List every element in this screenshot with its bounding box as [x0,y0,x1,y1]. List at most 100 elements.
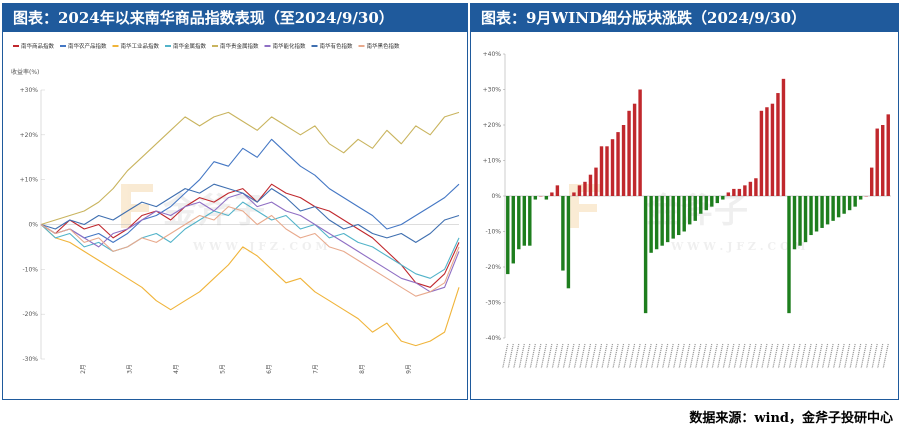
bar [715,196,720,204]
x-tick-label [684,343,691,369]
bar [517,196,521,250]
bar [682,196,686,232]
x-tick-label [838,343,845,369]
x-tick-label [794,343,801,369]
bar [588,174,593,196]
x-tick-label [502,343,509,369]
watermark-logo-icon [121,184,153,228]
bar [798,196,802,246]
bar [660,196,664,246]
watermark: 金斧子 W W W . J F Z . C O M [569,184,806,253]
x-tick-label [816,343,823,369]
x-tick-label [728,343,735,369]
x-tick-label [667,343,674,369]
x-tick-label [529,343,536,369]
bar [632,103,637,196]
x-tick-label [766,343,774,369]
x-tick-label [706,343,713,369]
y-axis-label: 收益率(%) [11,68,39,76]
line-chart-legend: 南华商品指数 南华农产品指数 南华工业品指数 南华金属指数 南华贵金属指数 南华能化指数 南… [13,42,400,50]
legend-label: 南华有色指数 [320,42,354,50]
y-tick-label: -20% [22,311,38,318]
bar [759,110,764,196]
legend-label: 南华能化指数 [273,42,307,50]
legend-label: 南华农产品指数 [68,42,107,50]
x-tick-label [535,343,542,369]
bar [627,110,631,196]
x-tick-label [860,343,867,369]
x-tick-label: 5月 [220,364,227,374]
bar [555,185,560,196]
bar [781,78,786,196]
bar [869,167,874,196]
x-tick-label [540,343,547,369]
bar [858,196,863,200]
bar [776,93,780,196]
y-tick-label: +30% [483,87,502,94]
x-tick-label [855,343,862,369]
bar [693,196,697,221]
line-chart-axes: 收益率(%) +30% +20% +10% 0% -10% -20% -30% 2月 3月 4月 5月… [11,68,459,374]
y-tick-label: +20% [483,122,502,129]
y-tick-label: 0% [28,222,38,229]
bar [721,196,725,200]
y-tick-label: -10% [22,266,38,273]
x-tick-label [579,343,586,369]
bar [528,196,532,246]
series-line-1 [40,138,460,243]
x-tick-label [849,343,856,369]
watermark-url: W W W . J F Z . C O M [192,240,328,253]
legend-label: 南华贵金属指数 [220,42,259,50]
bar [881,125,885,196]
bar [671,196,675,239]
x-tick-label [827,343,834,369]
bar [621,125,626,196]
left-chart-title: 图表：2024年以来南华商品指数表现（至2024/9/30） [3,4,467,32]
bar [787,196,791,314]
bar [831,196,835,221]
bar [765,107,769,196]
x-tick-label [612,343,619,369]
bar [748,181,753,196]
x-tick-label [866,343,873,369]
x-tick-label [617,343,625,369]
x-tick-label [711,343,718,369]
bar [770,103,775,196]
x-tick-label [689,343,696,369]
x-tick-label [761,343,768,369]
bar [610,139,615,196]
bar [737,188,742,196]
x-tick-label [833,343,840,369]
y-tick-label: -40% [485,335,501,342]
x-tick-label: 9月 [406,364,413,374]
bar [676,196,681,236]
x-tick-label [628,343,636,369]
x-tick-label [755,343,763,369]
x-tick-label [678,343,685,369]
bar [572,192,576,196]
y-tick-label: 0% [491,193,501,200]
bar-chart: 金斧子 W W W . J F Z . C O M +40% +30% +20% +1… [483,51,891,369]
bar [842,196,846,214]
watermark: 金斧子 W W W . J F Z . C O M [121,184,328,253]
x-tick-label [584,343,592,369]
bar [809,196,813,236]
bar [754,178,758,196]
series-line-7 [40,206,460,297]
right-chart-title: 图表：9月WIND细分版块涨跌（2024/9/30） [471,4,898,32]
y-tick-label: +20% [20,132,39,139]
y-tick-label: +30% [20,87,39,94]
x-tick-label [744,343,751,369]
x-tick-label: 8月 [359,364,366,374]
bar [599,146,604,196]
x-tick-label: 4月 [173,364,180,374]
x-tick-label [595,343,603,369]
legend-label: 南华金属指数 [173,42,207,50]
x-tick-label [750,343,757,369]
bar [665,196,670,243]
x-tick-label [673,343,680,369]
bar [704,196,708,211]
x-tick-label: 3月 [127,364,134,374]
bar [605,146,609,196]
y-tick-label: -20% [485,264,501,271]
